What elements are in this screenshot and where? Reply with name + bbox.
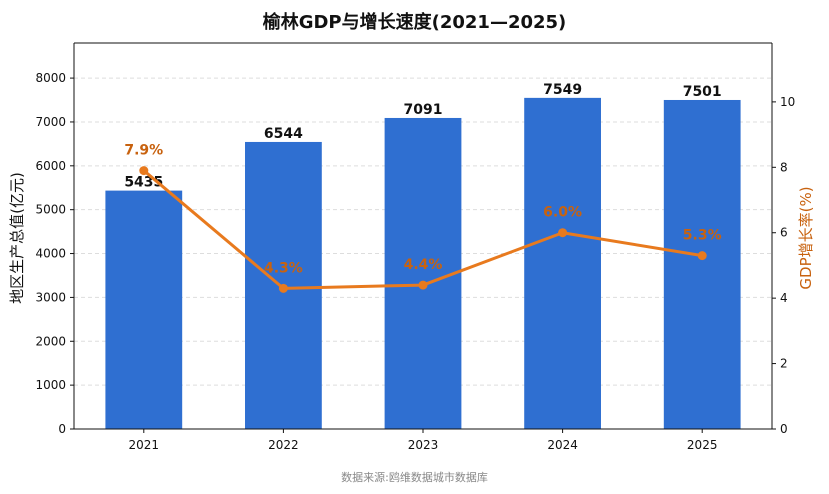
growth-point-2022: [278, 283, 288, 293]
growth-point-2025: [697, 251, 707, 261]
bars: [105, 97, 741, 429]
y-tick-label: 5000: [35, 203, 66, 217]
chart-title: 榆林GDP与增长速度(2021—2025): [262, 12, 567, 33]
y2-tick-label: 0: [780, 422, 788, 436]
bar-2025: [663, 99, 741, 429]
y-tick-label: 2000: [35, 334, 66, 348]
x-tick-label: 2021: [129, 438, 160, 452]
growth-label: 6.0%: [543, 205, 582, 221]
axes: [73, 42, 773, 430]
gridlines: [74, 77, 772, 386]
bar-label: 7501: [683, 84, 722, 100]
y-axis-label: 地区生产总值(亿元): [8, 172, 26, 304]
x-axis-ticks: 2021 2022 2023 2024 2025: [129, 429, 718, 452]
y2-tick-label: 6: [780, 226, 788, 240]
growth-label: 4.3%: [264, 260, 303, 276]
y-tick-label: 1000: [35, 378, 66, 392]
x-tick-label: 2024: [547, 438, 578, 452]
growth-point-2024: [558, 228, 568, 238]
bar-label: 6544: [264, 126, 303, 142]
growth-label: 4.4%: [404, 257, 443, 273]
data-source: 数据来源:鸥维数据城市数据库: [341, 471, 488, 484]
y2-tick-label: 10: [780, 95, 795, 109]
bar-2021: [105, 190, 183, 429]
growth-line: [139, 166, 707, 293]
y-tick-label: 4000: [35, 247, 66, 261]
y2-axis-ticks: 0 2 4 6 8 10: [772, 95, 795, 436]
y-tick-label: 8000: [35, 71, 66, 85]
growth-label: 5.3%: [683, 228, 722, 244]
x-tick-label: 2025: [687, 438, 718, 452]
growth-point-2023: [418, 280, 428, 290]
y-tick-label: 6000: [35, 159, 66, 173]
bar-2023: [384, 117, 462, 429]
y2-tick-label: 4: [780, 291, 788, 305]
bar-label: 7549: [543, 82, 582, 98]
x-tick-label: 2022: [268, 438, 299, 452]
y2-axis-label: GDP增长率(%): [797, 186, 815, 289]
y2-tick-label: 2: [780, 357, 788, 371]
y-tick-label: 3000: [35, 290, 66, 304]
x-tick-label: 2023: [408, 438, 439, 452]
bar-2024: [524, 97, 601, 429]
growth-point-2021: [139, 166, 149, 176]
y-tick-label: 0: [58, 422, 66, 436]
y-axis-ticks: 0 1000 2000 3000 4000 5000 6000 7000 8000: [35, 71, 74, 436]
y2-tick-label: 8: [780, 160, 788, 174]
line-labels: 7.9% 4.3% 4.4% 6.0% 5.3%: [124, 143, 721, 277]
bar-label: 7091: [404, 102, 443, 118]
y-tick-label: 7000: [35, 115, 66, 129]
growth-label: 7.9%: [124, 143, 163, 159]
